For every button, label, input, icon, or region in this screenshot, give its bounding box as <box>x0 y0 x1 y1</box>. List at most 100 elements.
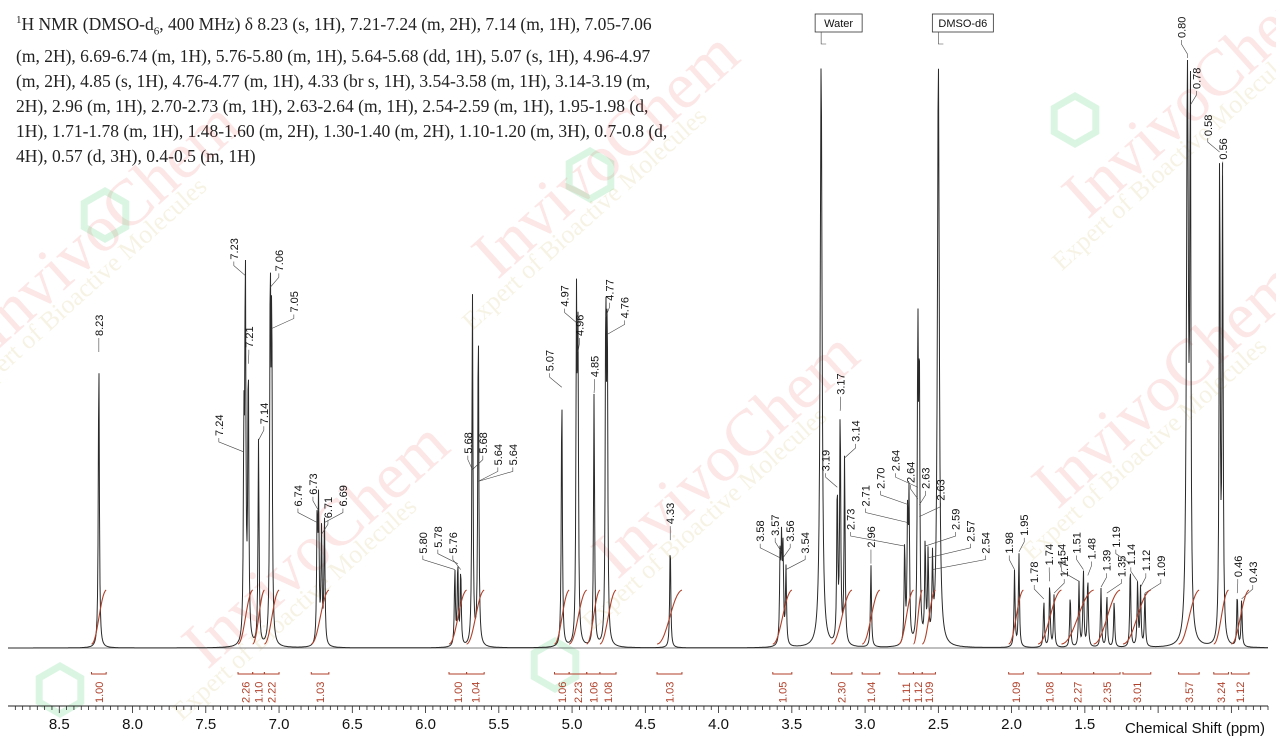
integral-bracket <box>921 672 936 675</box>
peak-leader <box>478 467 499 482</box>
peak-label: 0.78 <box>1191 68 1203 89</box>
peak-label: 1.12 <box>1141 550 1153 571</box>
x-axis-title: Chemical Shift (ppm) <box>1125 720 1265 737</box>
peak-label: 4.85 <box>590 356 602 377</box>
integral-curve <box>448 589 467 645</box>
peak-leader <box>312 496 319 511</box>
integral-bracket <box>912 672 923 675</box>
peak-label: 1.51 <box>1072 532 1084 553</box>
integral-value: 1.00 <box>453 682 465 703</box>
integral-value: 2.35 <box>1102 682 1114 703</box>
peak-label: 1.95 <box>1019 514 1031 535</box>
peak-label: 5.64 <box>508 444 520 465</box>
peak-label: 4.97 <box>560 285 572 306</box>
peak-leader <box>850 532 905 547</box>
integral-curve <box>1061 589 1094 645</box>
peak-label: 1.54 <box>1057 544 1069 565</box>
peak-label: 1.74 <box>1044 544 1056 565</box>
peak-leader <box>932 555 986 570</box>
integral-value: 1.09 <box>1011 682 1023 703</box>
peak-label: 2.64 <box>891 450 903 471</box>
integral-bracket <box>1230 672 1250 675</box>
integral-curve <box>466 589 485 645</box>
integral-value: 1.03 <box>315 682 327 703</box>
peak-leader <box>1076 555 1084 570</box>
peak-leader <box>1087 561 1092 576</box>
x-tick-label: 8.0 <box>122 716 143 733</box>
peak-label: 4.96 <box>575 315 587 336</box>
peak-label: 6.73 <box>308 473 320 494</box>
integral-curve <box>1213 589 1229 645</box>
peak-leader <box>919 490 926 506</box>
integral-bracket <box>1093 672 1121 675</box>
integral-curve <box>1008 589 1024 645</box>
x-tick-label: 7.5 <box>195 716 216 733</box>
x-tick-label: 3.5 <box>781 716 802 733</box>
integral-value: 2.30 <box>837 682 849 703</box>
integral-value: 1.03 <box>665 682 677 703</box>
peak-leader <box>774 537 782 553</box>
peak-label: 4.33 <box>665 503 677 524</box>
peak-leader <box>1140 573 1147 588</box>
peak-leader <box>233 261 246 276</box>
peak-label: 3.54 <box>800 532 812 553</box>
x-tick-label: 6.5 <box>342 716 363 733</box>
peak-leader <box>467 455 473 470</box>
x-tick-label: 4.5 <box>635 716 656 733</box>
peak-leader <box>1190 91 1197 106</box>
integral-value: 2.23 <box>573 682 585 703</box>
peak-label: 2.57 <box>966 520 978 541</box>
peak-label: 7.23 <box>229 238 241 259</box>
integral-curve <box>1037 589 1062 645</box>
peak-leader <box>247 349 250 364</box>
peak-leader <box>759 543 781 559</box>
peak-label: 1.19 <box>1111 526 1123 547</box>
integral-value: 1.11 <box>901 682 913 703</box>
peak-leader <box>593 379 596 394</box>
x-tick-label: 3.0 <box>855 716 876 733</box>
integral-value: 3.01 <box>1132 682 1144 703</box>
x-tick-label: 8.5 <box>49 716 70 733</box>
peak-label: 6.69 <box>338 485 350 506</box>
peak-label: 7.06 <box>274 250 286 271</box>
peak-leader <box>549 373 563 388</box>
integral-curve <box>237 589 254 645</box>
integral-bracket <box>599 672 617 675</box>
peak-leader <box>1130 567 1138 582</box>
integral-curve <box>568 589 588 645</box>
x-tick-label: 7.0 <box>269 716 290 733</box>
integrals: 1.00 2.26 1.10 2.22 1.03 1.00 1.04 1.06 2.23 1.06… <box>90 589 1250 703</box>
peak-leader <box>825 473 838 488</box>
peak-leader <box>1061 567 1080 582</box>
integral-bracket <box>1060 672 1095 675</box>
integral-bracket <box>263 672 280 675</box>
peak-label: 4.77 <box>605 279 617 300</box>
peak-leader <box>321 520 329 535</box>
integral-value: 2.26 <box>240 682 252 703</box>
integral-bracket <box>772 672 793 675</box>
peak-label: 0.46 <box>1233 556 1245 577</box>
peak-leader <box>218 437 244 453</box>
integral-bracket <box>448 672 468 675</box>
peak-leader <box>1115 549 1131 564</box>
integral-curve <box>1122 589 1152 645</box>
integral-value: 1.05 <box>777 682 789 703</box>
integral-value: 1.08 <box>603 682 615 703</box>
peak-label: 3.57 <box>770 514 782 535</box>
peak-label: 1.35 <box>1117 556 1129 577</box>
peak-label: 7.14 <box>259 403 271 424</box>
integral-bracket <box>1178 672 1200 675</box>
peak-label: 1.48 <box>1087 538 1099 559</box>
peak-label: 0.58 <box>1203 115 1215 136</box>
watermark-logo-icon <box>565 146 615 204</box>
integral-curve <box>553 589 570 645</box>
integral-value: 1.04 <box>866 682 878 703</box>
x-tick-label: 5.0 <box>562 716 583 733</box>
peak-label: 3.58 <box>755 520 767 541</box>
peak-label: 6.71 <box>323 497 335 518</box>
peak-leader <box>1181 40 1188 58</box>
integral-bracket <box>252 672 265 675</box>
integral-value: 1.09 <box>924 682 936 703</box>
solvent-label-box <box>931 13 994 33</box>
